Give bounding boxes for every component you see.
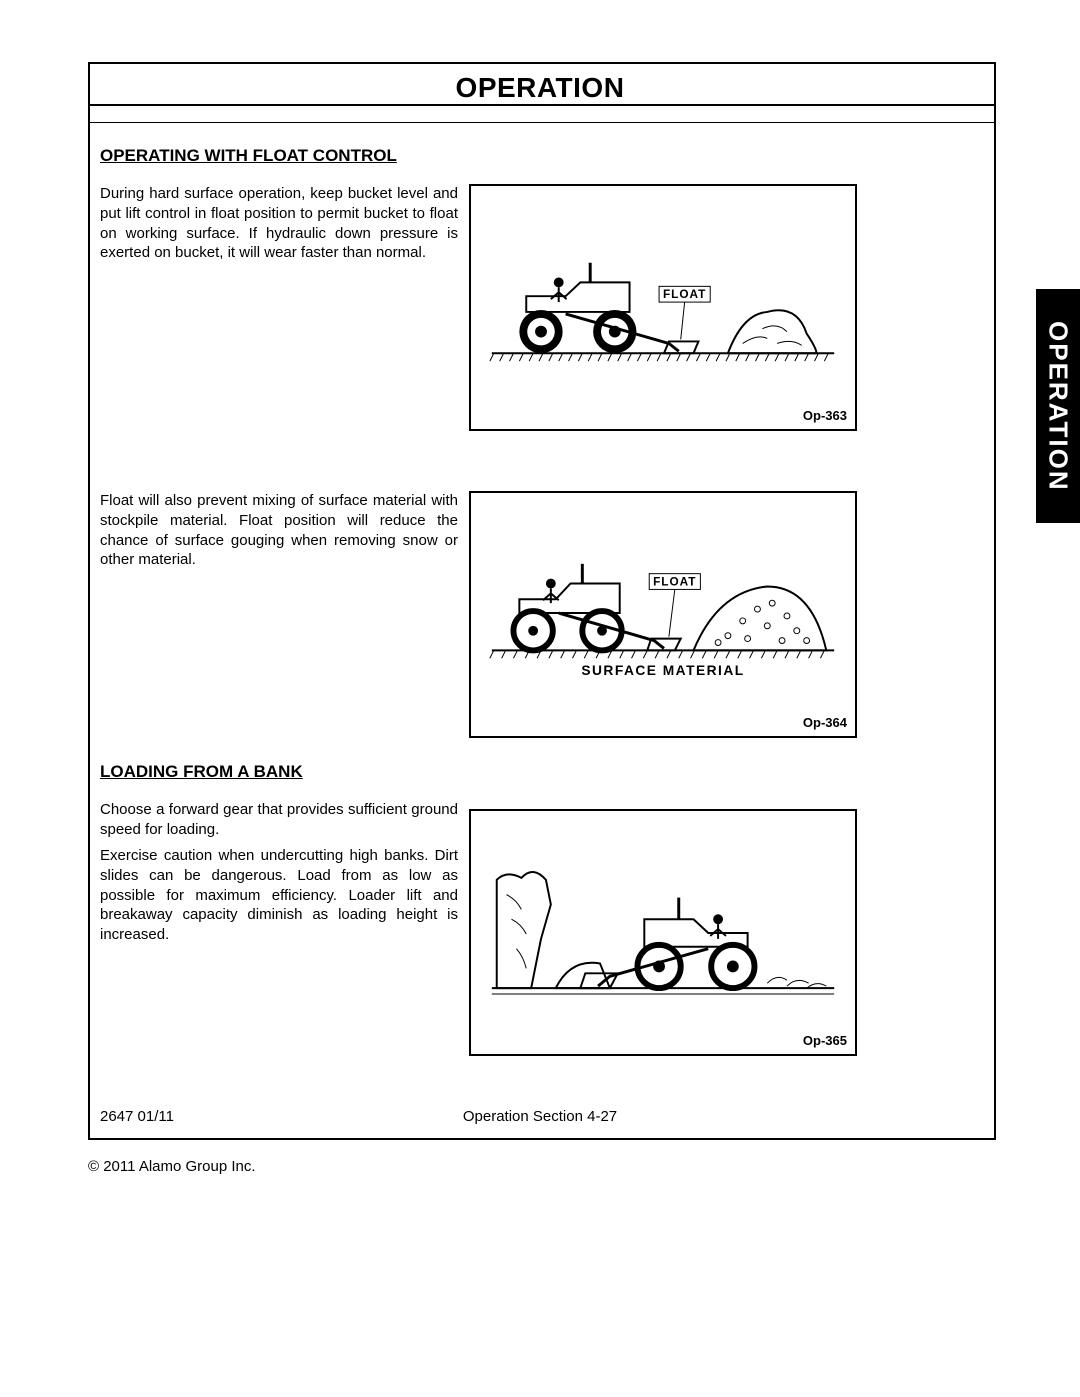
title-rule xyxy=(88,104,996,106)
figure-op-365: Op-365 xyxy=(469,809,857,1056)
para-float-2: Float will also prevent mixing of surfac… xyxy=(100,491,458,570)
float-label: FLOAT xyxy=(663,287,706,301)
figure-caption: Op-365 xyxy=(803,1033,847,1048)
para-float-1: During hard surface operation, keep buck… xyxy=(100,184,458,263)
float-label: FLOAT xyxy=(653,574,696,588)
footer-doc-id: 2647 01/11 xyxy=(100,1108,174,1125)
heading-loading-bank: LOADING FROM A BANK xyxy=(100,762,303,782)
tractor-bank-icon xyxy=(471,811,855,1054)
copyright: © 2011 Alamo Group Inc. xyxy=(88,1158,256,1175)
tractor-surface-icon: FLOAT SURFACE MATERIAL xyxy=(471,493,855,736)
figure-caption: Op-364 xyxy=(803,715,847,730)
para-bank-1: Choose a forward gear that provides suff… xyxy=(100,800,458,840)
tractor-float-icon: FLOAT xyxy=(471,186,855,429)
page-title: OPERATION xyxy=(456,72,625,104)
figure-op-363: FLOAT Op-363 xyxy=(469,184,857,431)
figure-op-364: FLOAT SURFACE MATERIAL Op-364 xyxy=(469,491,857,738)
heading-float-control: OPERATING WITH FLOAT CONTROL xyxy=(100,146,397,166)
footer-section: Operation Section 4-27 xyxy=(463,1108,617,1125)
para-bank-2: Exercise caution when undercutting high … xyxy=(100,846,458,945)
figure-caption: Op-363 xyxy=(803,408,847,423)
side-tab-operation: OPERATION xyxy=(1036,289,1080,523)
surface-material-label: SURFACE MATERIAL xyxy=(581,663,744,678)
